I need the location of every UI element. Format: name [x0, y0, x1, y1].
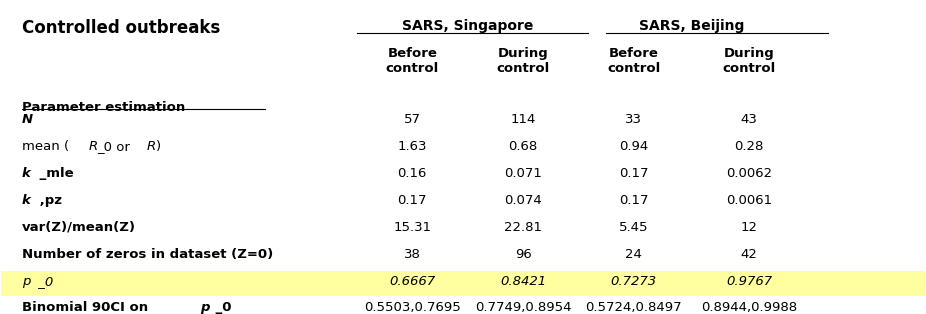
- Text: 5.45: 5.45: [619, 221, 648, 234]
- Text: ,pz: ,pz: [34, 194, 62, 207]
- Text: 0.94: 0.94: [619, 140, 648, 153]
- Text: Before
control: Before control: [607, 46, 660, 75]
- Text: 114: 114: [510, 113, 536, 126]
- Text: var(Z)/mean(Z): var(Z)/mean(Z): [21, 221, 136, 234]
- Text: 38: 38: [404, 248, 420, 261]
- Text: SARS, Beijing: SARS, Beijing: [639, 19, 745, 33]
- Text: 0.17: 0.17: [397, 194, 427, 207]
- Text: 1.63: 1.63: [397, 140, 427, 153]
- Text: R: R: [146, 140, 156, 153]
- Text: k: k: [21, 194, 31, 207]
- Text: 0.17: 0.17: [619, 167, 648, 180]
- FancyBboxPatch shape: [1, 271, 925, 296]
- Text: 0.0062: 0.0062: [726, 167, 772, 180]
- Text: 0.0061: 0.0061: [726, 194, 772, 207]
- Text: 22.81: 22.81: [504, 221, 542, 234]
- Text: During
control: During control: [722, 46, 776, 75]
- Text: 0.7749,0.8954: 0.7749,0.8954: [475, 301, 571, 314]
- Text: 0.68: 0.68: [508, 140, 538, 153]
- Text: Parameter estimation: Parameter estimation: [21, 101, 185, 114]
- Text: 42: 42: [741, 248, 757, 261]
- Text: ): ): [156, 140, 161, 153]
- Text: 0.9767: 0.9767: [726, 274, 772, 288]
- Text: p: p: [21, 274, 30, 288]
- Text: _0: _0: [211, 301, 232, 314]
- Text: _0: _0: [33, 274, 53, 288]
- Text: _mle: _mle: [34, 167, 73, 180]
- Text: 33: 33: [625, 113, 643, 126]
- Text: Before
control: Before control: [385, 46, 439, 75]
- Text: N: N: [21, 113, 32, 126]
- Text: 15.31: 15.31: [394, 221, 432, 234]
- Text: 24: 24: [625, 248, 643, 261]
- Text: 0.071: 0.071: [504, 167, 542, 180]
- Text: 0.6667: 0.6667: [389, 274, 435, 288]
- Text: 43: 43: [741, 113, 757, 126]
- Text: 0.8421: 0.8421: [500, 274, 546, 288]
- Text: 0.28: 0.28: [734, 140, 764, 153]
- Text: k: k: [21, 167, 31, 180]
- Text: 0.5724,0.8497: 0.5724,0.8497: [585, 301, 682, 314]
- Text: 0.074: 0.074: [504, 194, 542, 207]
- Text: SARS, Singapore: SARS, Singapore: [402, 19, 533, 33]
- Text: Controlled outbreaks: Controlled outbreaks: [21, 19, 220, 37]
- Text: 0.16: 0.16: [397, 167, 427, 180]
- Text: 12: 12: [741, 221, 757, 234]
- Text: 0.8944,0.9988: 0.8944,0.9988: [701, 301, 797, 314]
- Text: 57: 57: [404, 113, 420, 126]
- Text: 96: 96: [515, 248, 532, 261]
- Text: R: R: [88, 140, 97, 153]
- Text: 0.7273: 0.7273: [611, 274, 657, 288]
- Text: Binomial 90CI on: Binomial 90CI on: [21, 301, 153, 314]
- Text: _0 or: _0 or: [97, 140, 134, 153]
- Text: During
control: During control: [496, 46, 550, 75]
- Text: p: p: [200, 301, 209, 314]
- Text: Number of zeros in dataset (Z=0): Number of zeros in dataset (Z=0): [21, 248, 273, 261]
- Text: 0.17: 0.17: [619, 194, 648, 207]
- Text: 0.5503,0.7695: 0.5503,0.7695: [364, 301, 460, 314]
- Text: mean (: mean (: [21, 140, 69, 153]
